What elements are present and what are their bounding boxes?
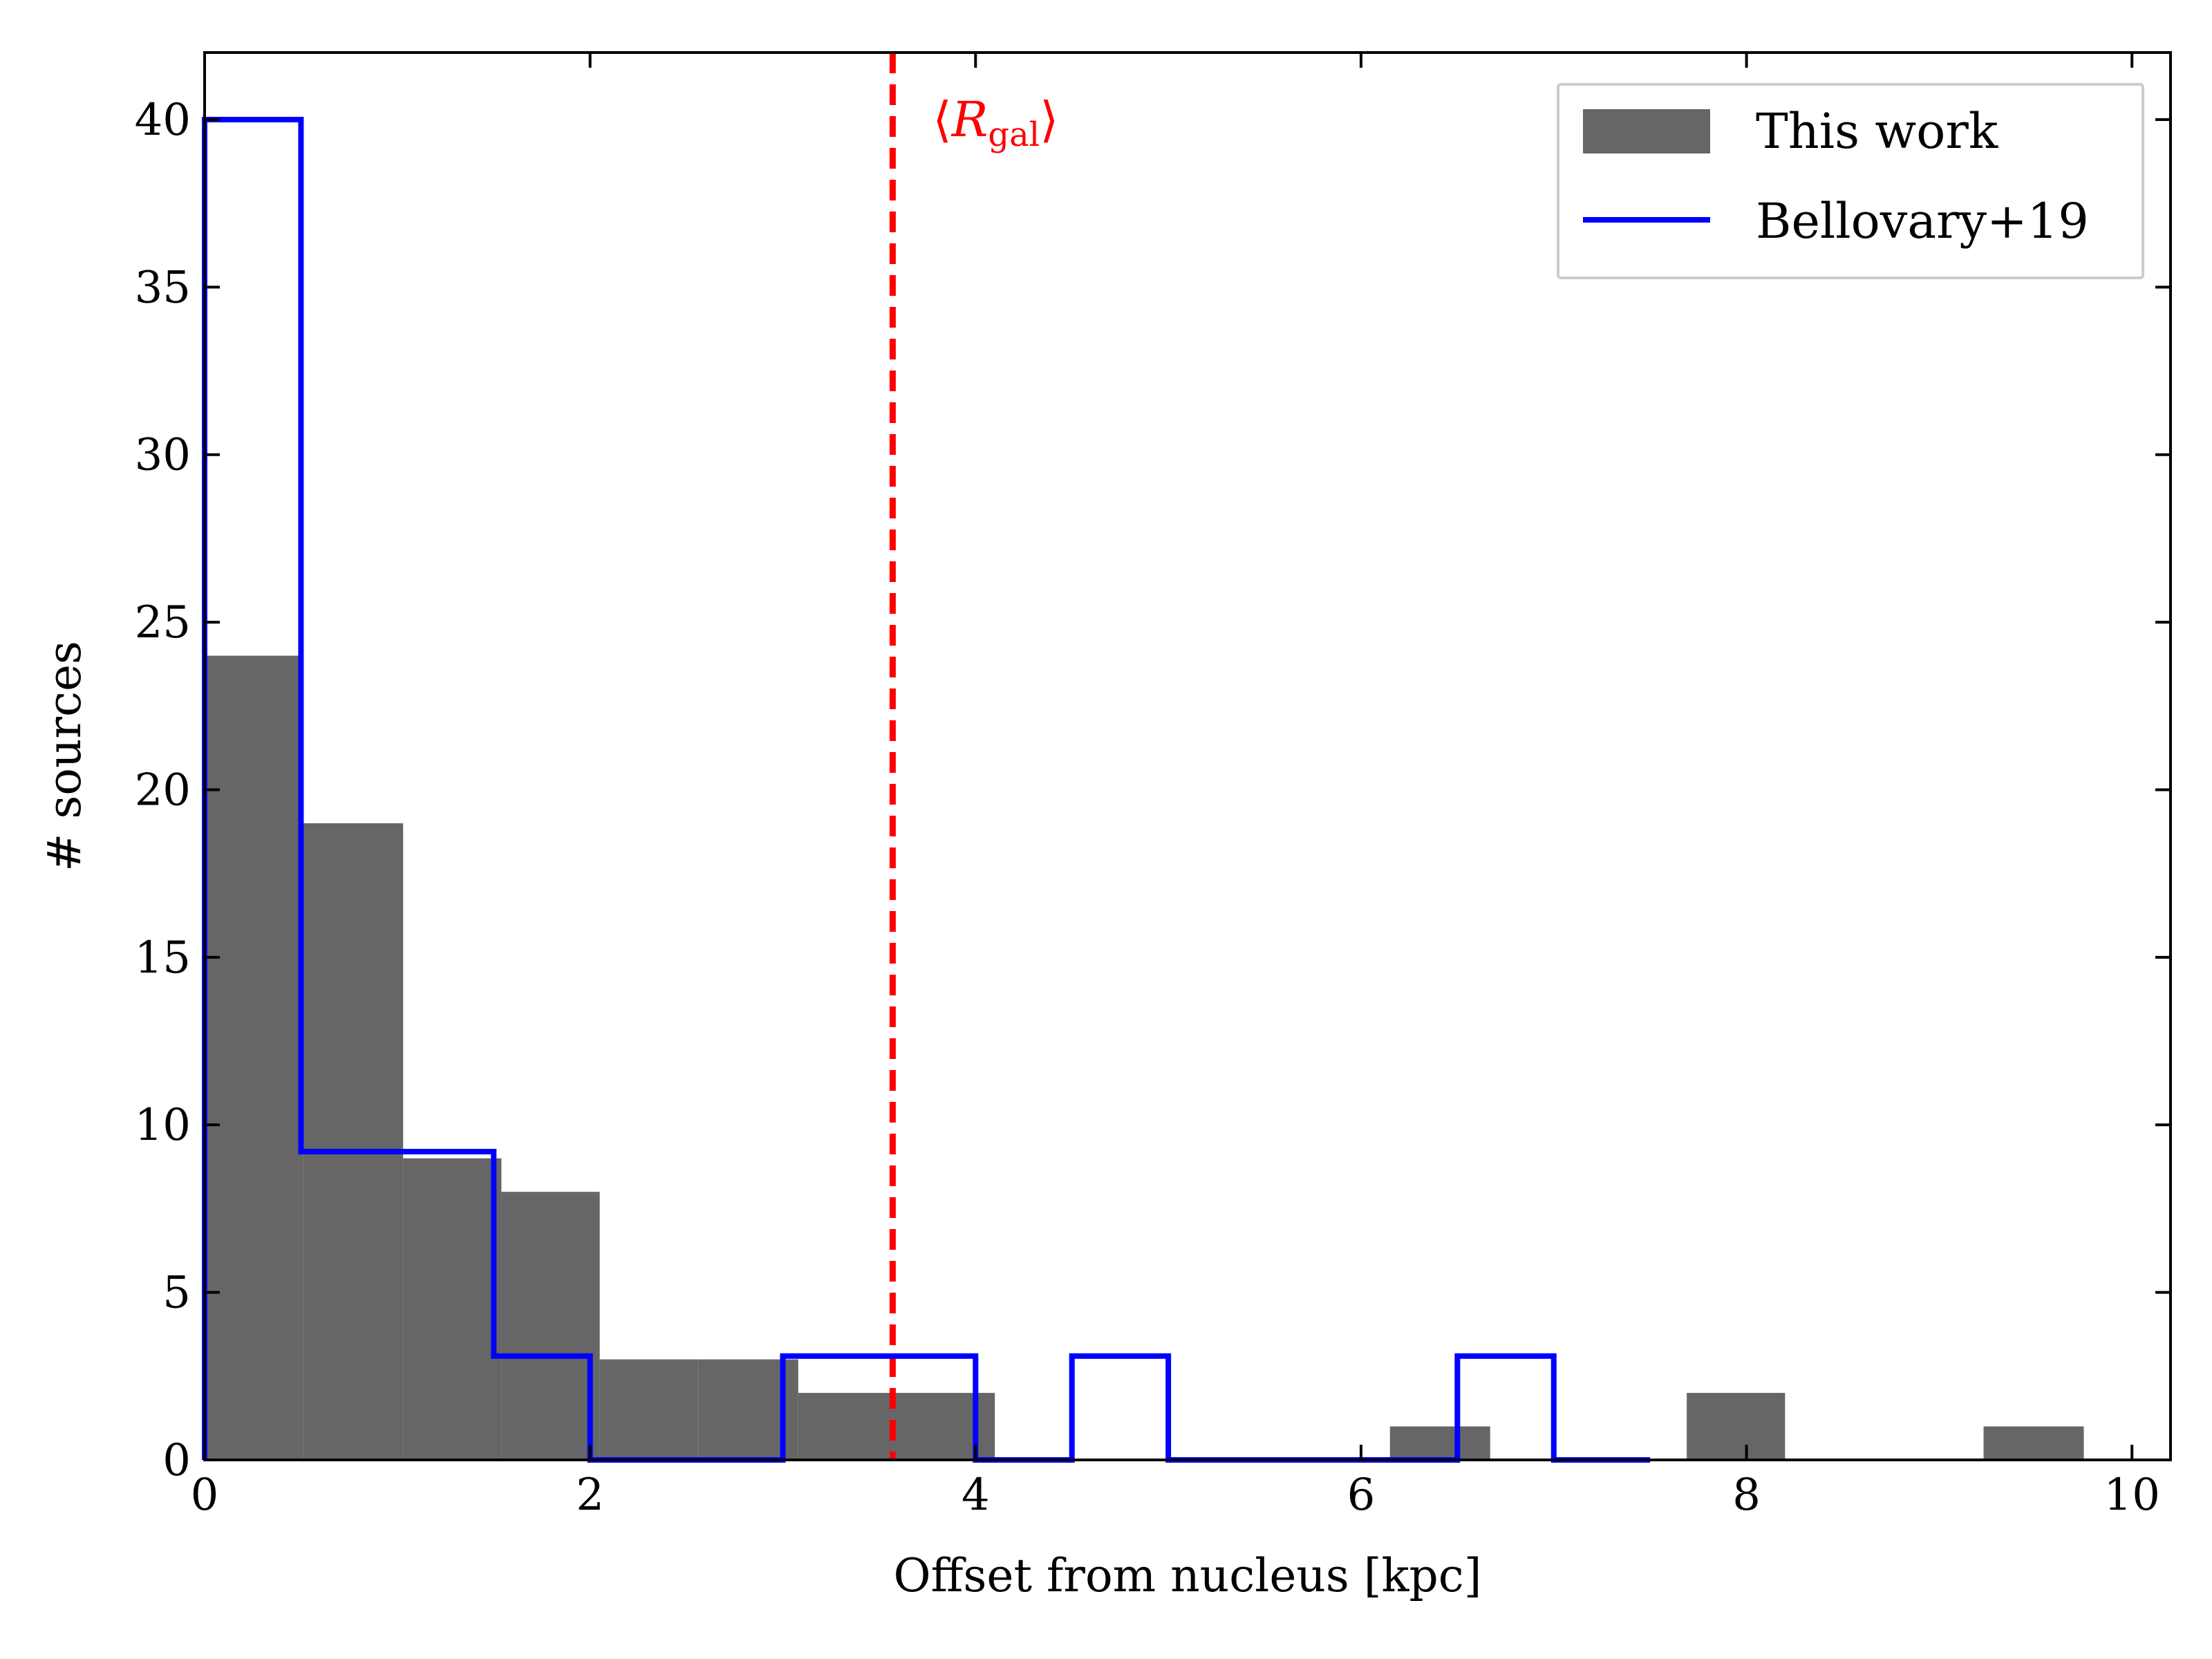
bar-this-work-6	[798, 1393, 897, 1460]
y-tick-label-30: 30	[135, 430, 191, 481]
x-axis-label: Offset from nucleus [kpc]	[894, 1549, 1482, 1602]
ref-label-sub: gal	[988, 115, 1040, 154]
bar-this-work-3	[501, 1192, 600, 1460]
plot-frame	[203, 51, 2172, 1461]
legend-label-bellovary: Bellovary+19	[1756, 193, 2089, 250]
this-work-bars	[205, 655, 2084, 1460]
y-tick-label-15: 15	[135, 932, 191, 984]
bar-this-work-9	[1687, 1393, 1785, 1460]
y-tick-label-5: 5	[162, 1268, 191, 1319]
reference-line-label: ⟨Rgal⟩	[932, 91, 1058, 154]
bar-this-work-4	[599, 1359, 698, 1460]
x-tick-label-2: 2	[576, 1470, 604, 1521]
y-tick-label-20: 20	[135, 765, 191, 816]
ref-label-symbol: R	[950, 91, 988, 148]
legend-swatch-this-work	[1583, 109, 1710, 153]
x-tick-label-0: 0	[191, 1470, 219, 1521]
x-tick-label-10: 10	[2104, 1470, 2160, 1521]
ref-label-close: ⟩	[1040, 91, 1058, 148]
y-tick-label-40: 40	[135, 95, 191, 146]
y-tick-label-10: 10	[135, 1100, 191, 1151]
y-tick-label-25: 25	[135, 597, 191, 648]
y-axis-label: # sources	[38, 641, 91, 872]
x-tick-label-6: 6	[1347, 1470, 1376, 1521]
x-tick-label-4: 4	[962, 1470, 990, 1521]
bar-this-work-10	[1983, 1426, 2084, 1460]
ref-label-open: ⟨	[932, 91, 951, 148]
bar-this-work-1	[303, 823, 404, 1460]
legend: This work Bellovary+19	[1557, 83, 2144, 279]
x-tick-label-8: 8	[1732, 1470, 1761, 1521]
y-tick-label-35: 35	[135, 262, 191, 313]
bar-this-work-2	[403, 1158, 502, 1460]
bar-this-work-8	[1389, 1426, 1490, 1460]
legend-label-this-work: This work	[1756, 103, 1998, 160]
y-tick-label-0: 0	[162, 1435, 191, 1486]
axis-ticks: 0 2 4 6 8 10 0 5 10 15 20 25 30 35 40	[135, 53, 2171, 1521]
bar-this-work-7	[896, 1393, 995, 1460]
bar-this-work-0	[205, 655, 303, 1460]
